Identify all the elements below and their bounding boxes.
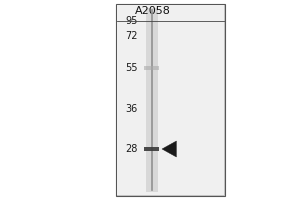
Bar xyxy=(117,5,224,195)
Bar xyxy=(144,66,159,70)
Bar xyxy=(146,8,158,192)
Text: 95: 95 xyxy=(126,16,138,26)
Text: 55: 55 xyxy=(125,63,138,73)
Text: 36: 36 xyxy=(126,104,138,114)
Bar xyxy=(116,4,225,196)
Bar xyxy=(144,147,159,151)
Text: A2058: A2058 xyxy=(135,6,171,16)
Text: 28: 28 xyxy=(126,144,138,154)
Text: 72: 72 xyxy=(125,31,138,41)
Polygon shape xyxy=(162,141,176,157)
